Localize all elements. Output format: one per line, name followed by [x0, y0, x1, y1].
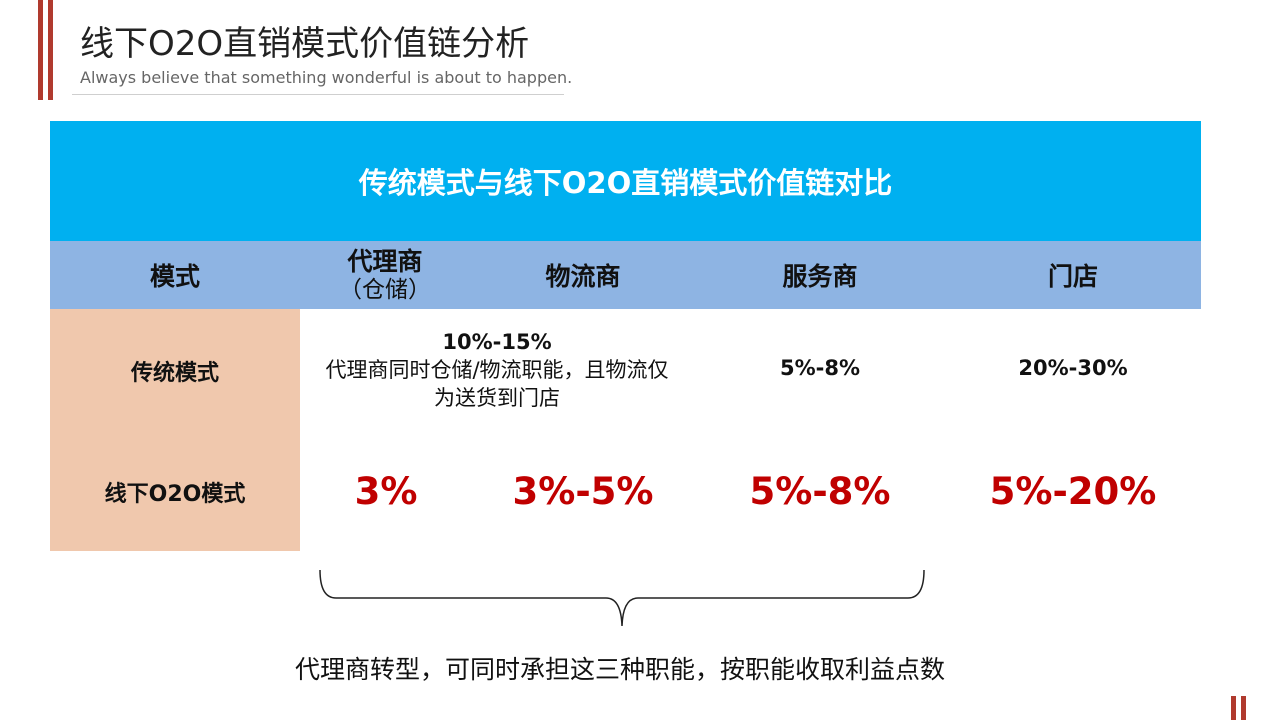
header-store: 门店: [973, 241, 1173, 309]
traditional-service-value: 5%-8%: [779, 356, 861, 380]
o2o-logistics-value: 3%-5%: [512, 470, 654, 513]
header-agent: 代理商 （仓储）: [285, 241, 485, 309]
table-title: 传统模式与线下O2O直销模式价值链对比: [50, 121, 1201, 241]
left-accent-bar-1: [38, 0, 43, 100]
traditional-store-value: 20%-30%: [1018, 356, 1128, 380]
o2o-store-value: 5%-20%: [989, 470, 1157, 513]
traditional-agent-logistics-note-line1: 代理商同时仓储/物流职能，且物流仅: [325, 358, 669, 382]
table-header-row: 模式 代理商 （仓储） 物流商 服务商 门店: [50, 241, 1201, 309]
o2o-agent-value: 3%: [354, 470, 418, 513]
header-mode-label: 模式: [149, 262, 200, 291]
curly-brace-icon: [319, 569, 925, 627]
left-accent-bar-2: [48, 0, 53, 100]
page-subtitle: Always believe that something wonderful …: [80, 68, 573, 87]
header-agent-sublabel: （仓储）: [339, 277, 431, 303]
header-store-label: 门店: [1047, 262, 1098, 291]
page-title: 线下O2O直销模式价值链分析: [80, 24, 530, 64]
header-service: 服务商: [720, 241, 920, 309]
header-mode: 模式: [50, 241, 300, 309]
traditional-agent-logistics-note-line2: 为送货到门店: [434, 386, 560, 410]
traditional-agent-logistics-cell: 10%-15% 代理商同时仓储/物流职能，且物流仅 为送货到门店: [298, 328, 696, 412]
row-label-o2o-text: 线下O2O模式: [104, 482, 246, 507]
header-logistics: 物流商: [483, 241, 683, 309]
o2o-service-value: 5%-8%: [749, 470, 891, 513]
title-divider: [72, 94, 564, 95]
corner-accent-bar-2: [1241, 696, 1246, 720]
row-label-o2o: 线下O2O模式: [50, 433, 300, 551]
header-agent-label: 代理商: [347, 247, 423, 276]
header-logistics-label: 物流商: [545, 262, 621, 291]
traditional-agent-logistics-value: 10%-15%: [442, 330, 552, 354]
corner-accent-bar-1: [1231, 696, 1236, 720]
mode-column: 传统模式 线下O2O模式: [50, 309, 300, 551]
row-label-traditional-text: 传统模式: [130, 361, 219, 386]
header-service-label: 服务商: [782, 262, 858, 291]
row-label-traditional: 传统模式: [50, 309, 300, 433]
footer-note: 代理商转型，可同时承担这三种职能，按职能收取利益点数: [294, 655, 945, 684]
